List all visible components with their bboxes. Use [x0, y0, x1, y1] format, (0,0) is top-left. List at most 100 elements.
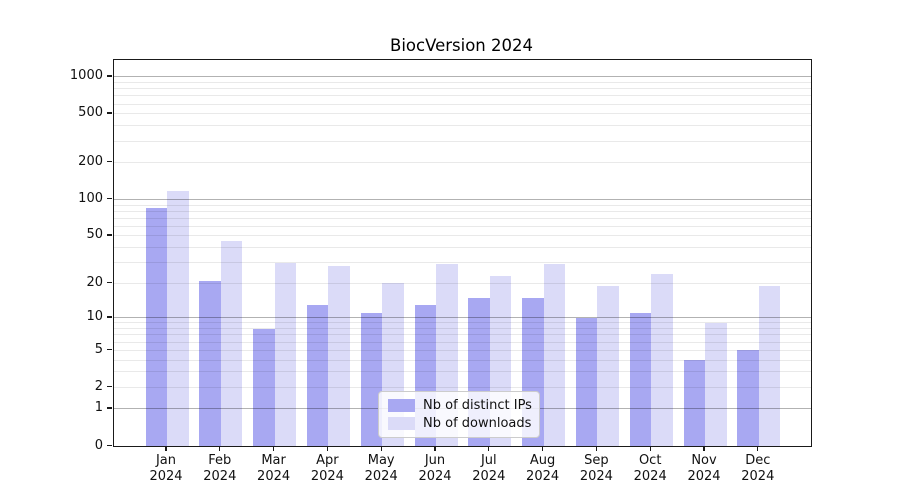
y-tick-mark	[107, 444, 112, 446]
x-tick-label-sep: Sep 2024	[579, 453, 613, 484]
bar-jan-downloads	[167, 190, 189, 446]
x-tick-label-nov: Nov 2024	[687, 453, 721, 484]
x-tick-label-dec: Dec 2024	[741, 453, 775, 484]
x-tick-label-feb: Feb 2024	[203, 453, 237, 484]
x-tick-mark	[434, 446, 436, 451]
x-tick-label-aug: Aug 2024	[526, 453, 560, 484]
bar-dec-distinct-ips	[737, 350, 759, 446]
bar-feb-distinct-ips	[199, 280, 221, 446]
x-tick-mark	[165, 446, 167, 451]
gridline-major	[114, 317, 811, 319]
bar-may-distinct-ips	[360, 313, 383, 446]
gridline-minor	[114, 371, 811, 373]
gridline-minor	[114, 322, 811, 324]
legend-swatch-distinct-ips	[388, 398, 415, 412]
gridline-minor	[114, 386, 811, 388]
plot-area	[113, 59, 812, 447]
gridline-major	[114, 76, 811, 78]
y-tick-mark	[107, 385, 112, 387]
chart-title: BiocVersion 2024	[390, 36, 533, 55]
bar-nov-distinct-ips	[683, 360, 705, 446]
bar-aug-downloads	[543, 264, 566, 446]
y-tick-mark	[107, 75, 112, 77]
x-tick-mark	[757, 446, 759, 451]
gridline-minor	[114, 82, 811, 84]
gridline-minor	[114, 162, 811, 164]
y-tick-label: 5	[94, 341, 103, 357]
bar-oct-downloads	[651, 274, 673, 446]
gridline-minor	[114, 225, 811, 227]
y-tick-label: 500	[78, 105, 103, 121]
bar-feb-downloads	[220, 241, 243, 446]
x-tick-label-jul: Jul 2024	[472, 453, 506, 484]
x-tick-label-may: May 2024	[364, 453, 398, 484]
gridline-minor	[114, 103, 811, 105]
gridline-minor	[114, 262, 811, 264]
x-tick-mark	[595, 446, 597, 451]
legend-label-downloads: Nb of downloads	[423, 416, 532, 432]
gridline-minor	[114, 247, 811, 249]
gridline-minor	[114, 95, 811, 97]
x-tick-label-jun: Jun 2024	[418, 453, 452, 484]
gridline-minor	[114, 334, 811, 336]
gridline-minor	[114, 125, 811, 127]
grid-layer	[114, 60, 811, 446]
x-tick-mark	[219, 446, 221, 451]
bar-oct-distinct-ips	[629, 313, 652, 446]
gridline-minor	[114, 217, 811, 219]
x-tick-mark	[649, 446, 651, 451]
y-tick-label: 50	[86, 227, 103, 243]
y-tick-mark	[107, 112, 112, 114]
bar-apr-distinct-ips	[306, 305, 329, 446]
x-tick-mark	[542, 446, 544, 451]
y-tick-label: 200	[78, 154, 103, 170]
gridline-major	[114, 198, 811, 200]
x-tick-mark	[380, 446, 382, 451]
bar-nov-downloads	[705, 323, 727, 446]
bar-sep-downloads	[597, 285, 619, 446]
x-tick-label-apr: Apr 2024	[310, 453, 344, 484]
x-tick-mark	[326, 446, 328, 451]
y-tick-label: 1000	[69, 68, 103, 84]
legend-label-distinct-ips: Nb of distinct IPs	[423, 397, 532, 413]
gridline-minor	[114, 359, 811, 361]
bar-dec-downloads	[758, 285, 781, 446]
gridline-minor	[114, 282, 811, 284]
y-tick-mark	[107, 161, 112, 163]
gridline-minor	[114, 204, 811, 206]
y-tick-label: 10	[86, 309, 103, 325]
gridline-minor	[114, 88, 811, 90]
legend-swatch-downloads	[388, 417, 415, 431]
bar-apr-downloads	[328, 266, 350, 446]
x-tick-mark	[273, 446, 275, 451]
y-tick-label: 100	[78, 190, 103, 206]
y-tick-mark	[107, 407, 112, 409]
x-tick-mark	[488, 446, 490, 451]
x-tick-mark	[703, 446, 705, 451]
y-tick-mark	[107, 281, 112, 284]
legend: Nb of distinct IPs Nb of downloads	[378, 391, 540, 438]
y-tick-mark	[107, 197, 112, 200]
legend-item-downloads: Nb of downloads	[388, 416, 532, 432]
gridline-minor	[114, 235, 811, 237]
legend-item-distinct-ips: Nb of distinct IPs	[388, 397, 532, 413]
bar-mar-downloads	[274, 262, 297, 446]
x-tick-label-jan: Jan 2024	[149, 453, 183, 484]
y-tick-label: 2	[94, 378, 103, 394]
y-tick-mark	[107, 234, 112, 236]
gridline-minor	[114, 210, 811, 212]
gridline-minor	[114, 113, 811, 115]
gridline-minor	[114, 328, 811, 330]
y-tick-label: 0	[94, 437, 103, 453]
gridline-minor	[114, 349, 811, 351]
y-tick-label: 1	[94, 400, 103, 416]
y-tick-mark	[107, 348, 112, 350]
y-tick-label: 20	[86, 274, 103, 290]
x-tick-label-mar: Mar 2024	[257, 453, 291, 484]
y-tick-mark	[107, 316, 112, 318]
x-tick-label-oct: Oct 2024	[633, 453, 667, 484]
bar-sep-distinct-ips	[575, 317, 598, 446]
bar-mar-distinct-ips	[253, 328, 275, 446]
gridline-minor	[114, 140, 811, 142]
